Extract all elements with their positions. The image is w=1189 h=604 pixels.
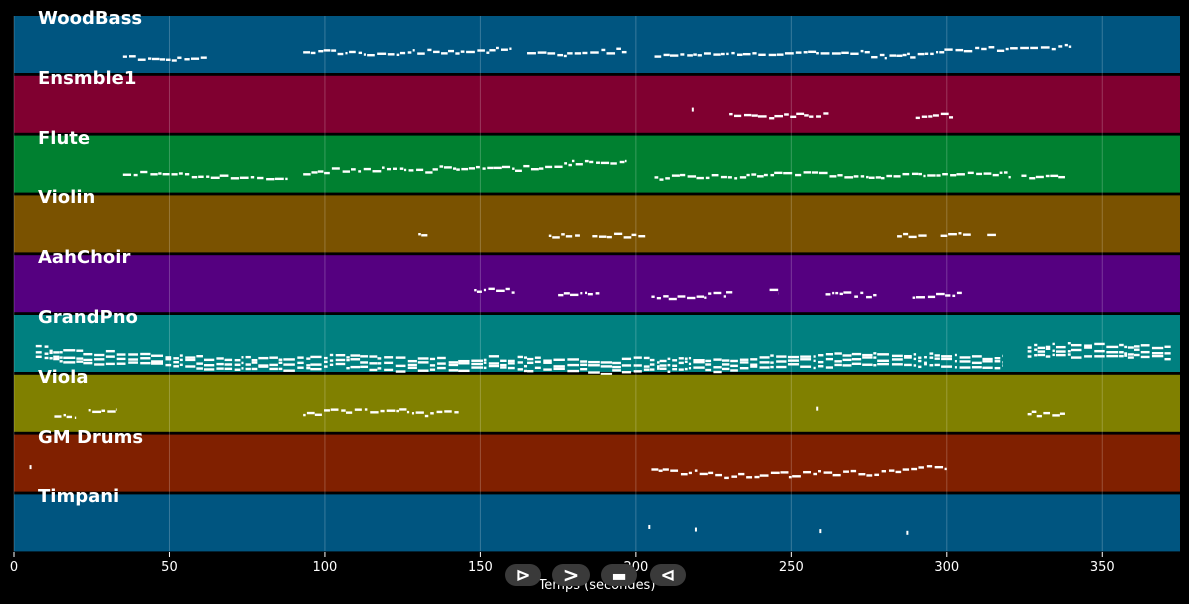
track-label: GrandPno [38, 307, 138, 328]
note-segment [915, 112, 954, 120]
note-segment [729, 112, 829, 120]
track-lane [14, 16, 1180, 73]
note-segment [819, 529, 822, 534]
play-button[interactable]: ⊳ [505, 564, 541, 586]
track-label: WoodBass [38, 8, 143, 29]
note-segment [769, 288, 779, 295]
track-lane [14, 315, 1180, 372]
track-label: Viola [38, 366, 89, 388]
tick-label: 350 [1089, 560, 1115, 575]
note-segment [418, 233, 428, 237]
tick-label: 150 [467, 560, 493, 575]
note-segment [1027, 410, 1065, 418]
note-segment [651, 465, 947, 480]
note-segment [592, 232, 646, 239]
track-lane [14, 255, 1180, 313]
tick-label: 50 [161, 560, 178, 575]
note-segment [651, 291, 733, 301]
track-lane [14, 135, 1180, 193]
tick-label: 300 [934, 560, 960, 575]
note-segment [558, 291, 600, 297]
tick-label: 0 [9, 560, 19, 575]
note-segment [548, 233, 580, 239]
note-segment [35, 344, 1003, 376]
tick-label: 100 [312, 560, 338, 575]
note-segment [654, 171, 1011, 181]
track-lane [14, 195, 1180, 253]
track-lane [14, 374, 1180, 432]
track-label: AahChoir [38, 247, 131, 269]
note-segment [303, 46, 512, 57]
track-label: Timpani [38, 486, 120, 508]
track-label: Violin [38, 187, 96, 209]
note-segment [122, 55, 207, 62]
track-label: Flute [38, 127, 91, 149]
note-segment [906, 530, 909, 535]
note-segment [1027, 342, 1171, 361]
note-segment [897, 232, 927, 239]
tick-label: 250 [778, 560, 804, 575]
note-segment [29, 465, 32, 470]
note-segment [303, 159, 627, 176]
note-segment [88, 408, 117, 414]
track-lane [14, 75, 1180, 133]
note-segment [654, 43, 1072, 60]
note-segment [303, 408, 459, 418]
forward-button[interactable]: > [552, 563, 590, 587]
track-label: GM Drums [38, 426, 144, 448]
note-segment [648, 524, 651, 529]
track-lane [14, 434, 1180, 492]
note-segment [691, 107, 694, 112]
note-segment [54, 413, 77, 419]
note-segment [816, 406, 819, 411]
note-segment [940, 232, 971, 237]
note-segment [122, 170, 288, 181]
track-label: Ensmble1 [38, 67, 137, 89]
note-segment [825, 291, 877, 299]
note-segment [1021, 174, 1065, 180]
note-segment [474, 287, 515, 294]
note-segment [987, 233, 996, 237]
note-segment [527, 47, 627, 58]
back-button[interactable]: ⊲ [650, 564, 686, 586]
track-lane [14, 494, 1180, 552]
note-segment [694, 527, 697, 532]
note-segment [912, 291, 962, 299]
stop-button[interactable]: ▬ [601, 564, 637, 586]
